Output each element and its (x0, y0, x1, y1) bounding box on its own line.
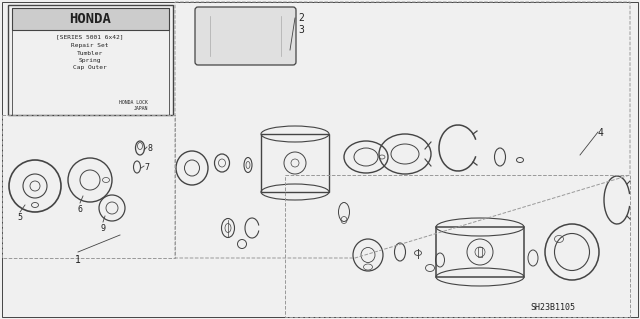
Text: Repair Set: Repair Set (71, 43, 109, 48)
Text: 2: 2 (298, 13, 304, 23)
Text: 1: 1 (75, 255, 81, 265)
Text: Tumbler: Tumbler (77, 51, 103, 56)
Text: 6: 6 (77, 205, 83, 214)
Bar (8, 5, 173, 115)
Bar (261, 134, 329, 192)
Text: 9: 9 (100, 224, 106, 233)
Text: SH23B1105: SH23B1105 (531, 303, 575, 312)
Text: 7: 7 (144, 163, 149, 172)
Text: HONDA LOCK
JAPAN: HONDA LOCK JAPAN (119, 100, 148, 111)
Text: Cap Outer: Cap Outer (73, 65, 107, 70)
Bar (12, 8, 169, 115)
Text: 4: 4 (597, 128, 603, 138)
Text: 3: 3 (298, 25, 304, 35)
FancyBboxPatch shape (195, 7, 296, 65)
Bar (12, 8, 169, 30)
Text: 8: 8 (147, 144, 152, 153)
Text: HONDA: HONDA (69, 12, 111, 26)
Text: Spring: Spring (79, 58, 101, 63)
Text: 5: 5 (17, 213, 22, 222)
Bar (436, 227, 524, 277)
Text: [SERIES 5001 6x42]: [SERIES 5001 6x42] (56, 34, 124, 39)
Bar (478, 247, 482, 257)
